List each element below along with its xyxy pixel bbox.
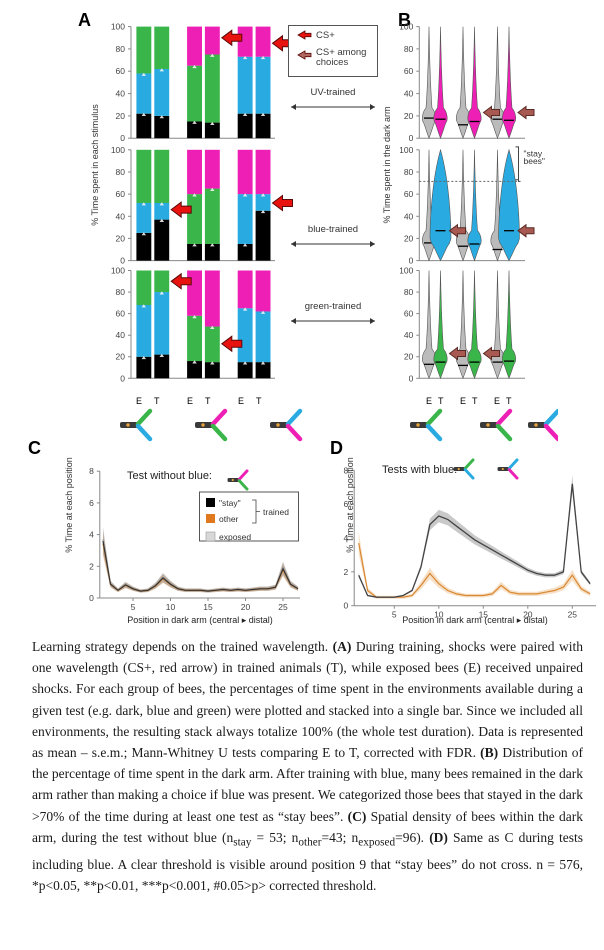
svg-text:80: 80	[116, 44, 126, 54]
svg-text:bees": bees"	[524, 156, 545, 166]
svg-text:0: 0	[89, 593, 94, 603]
svg-text:20: 20	[116, 111, 126, 121]
svg-text:0: 0	[343, 601, 348, 611]
svg-text:100: 100	[400, 145, 414, 155]
svg-text:Position in dark arm (central: Position in dark arm (central ▸ distal)	[127, 615, 273, 625]
svg-text:4: 4	[89, 530, 94, 540]
svg-text:100: 100	[400, 22, 414, 32]
svg-text:25: 25	[568, 610, 578, 620]
svg-text:40: 40	[404, 330, 414, 340]
svg-text:20: 20	[404, 111, 414, 121]
svg-text:5: 5	[131, 602, 136, 612]
svg-text:40: 40	[116, 330, 126, 340]
svg-text:other: other	[219, 514, 239, 524]
svg-text:trained: trained	[263, 507, 289, 517]
svg-text:20: 20	[404, 352, 414, 362]
svg-text:100: 100	[400, 266, 414, 276]
svg-text:60: 60	[116, 189, 126, 199]
svg-text:CS+: CS+	[316, 30, 335, 41]
svg-text:8: 8	[89, 466, 94, 476]
svg-text:choices: choices	[316, 57, 348, 68]
svg-text:20: 20	[241, 602, 251, 612]
svg-text:40: 40	[116, 211, 126, 221]
svg-text:20: 20	[116, 352, 126, 362]
svg-text:100: 100	[111, 266, 125, 276]
svg-text:40: 40	[116, 89, 126, 99]
svg-text:100: 100	[111, 22, 125, 32]
svg-text:100: 100	[111, 145, 125, 155]
svg-text:20: 20	[404, 233, 414, 243]
svg-text:0: 0	[120, 133, 125, 143]
svg-text:0: 0	[409, 373, 414, 383]
svg-text:6: 6	[89, 498, 94, 508]
svg-text:Position in dark arm (central: Position in dark arm (central ▸ distal)	[402, 615, 548, 625]
svg-text:60: 60	[404, 66, 414, 76]
svg-text:exposed: exposed	[219, 532, 251, 542]
svg-text:40: 40	[404, 211, 414, 221]
svg-text:60: 60	[116, 66, 126, 76]
svg-text:"stay": "stay"	[219, 498, 241, 508]
svg-text:15: 15	[203, 602, 213, 612]
svg-text:40: 40	[404, 89, 414, 99]
svg-text:60: 60	[404, 309, 414, 319]
svg-text:80: 80	[404, 44, 414, 54]
svg-text:80: 80	[404, 287, 414, 297]
svg-text:2: 2	[89, 561, 94, 571]
svg-text:5: 5	[392, 610, 397, 620]
svg-text:60: 60	[116, 309, 126, 319]
svg-text:80: 80	[116, 167, 126, 177]
svg-text:20: 20	[116, 233, 126, 243]
svg-text:10: 10	[166, 602, 176, 612]
svg-text:25: 25	[278, 602, 288, 612]
svg-text:80: 80	[116, 287, 126, 297]
svg-text:60: 60	[404, 189, 414, 199]
svg-text:0: 0	[409, 133, 414, 143]
svg-text:0: 0	[120, 373, 125, 383]
svg-text:0: 0	[120, 256, 125, 266]
svg-text:80: 80	[404, 167, 414, 177]
svg-text:0: 0	[409, 256, 414, 266]
